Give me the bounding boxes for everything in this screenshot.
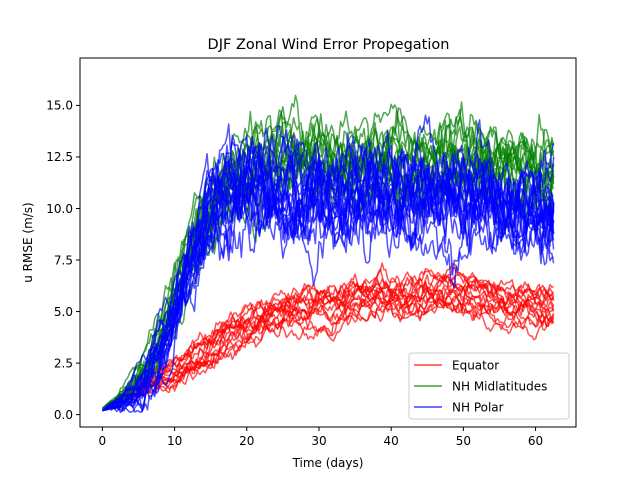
chart-title: DJF Zonal Wind Error Propegation: [208, 37, 450, 53]
y-tick-label: 10.0: [46, 202, 73, 216]
y-tick-label: 7.5: [54, 253, 73, 267]
y-axis: 0.0 2.5 5.0 7.5 10.0 12.5 15.0: [46, 99, 80, 422]
y-axis-label: u RMSE (m/s): [21, 202, 35, 282]
y-tick-label: 2.5: [54, 356, 73, 370]
series-line-equator: [102, 298, 555, 412]
x-tick-label: 40: [384, 434, 399, 448]
legend-label-nh-polar: NH Polar: [452, 401, 504, 415]
legend: Equator NH Midlatitudes NH Polar: [408, 352, 570, 420]
y-tick-label: 0.0: [54, 408, 73, 422]
x-tick-label: 10: [167, 434, 182, 448]
y-tick-label: 12.5: [46, 150, 73, 164]
series-line-equator: [102, 271, 555, 412]
x-tick-label: 50: [456, 434, 471, 448]
series-line-nh-polar: [101, 127, 555, 412]
x-tick-label: 60: [528, 434, 543, 448]
series-layer: [101, 94, 555, 414]
series-line-equator: [101, 268, 555, 412]
x-axis-label: Time (days): [292, 456, 364, 470]
legend-label-equator: Equator: [452, 359, 499, 373]
y-tick-label: 15.0: [46, 99, 73, 113]
series-line-nh-polar: [102, 150, 555, 412]
x-tick-label: 30: [311, 434, 326, 448]
series-line-nh-polar: [101, 114, 555, 412]
x-axis: 0 10 20 30 40 50 60: [99, 427, 543, 448]
legend-label-nh-midlatitudes: NH Midlatitudes: [452, 380, 547, 394]
x-tick-label: 20: [239, 434, 254, 448]
series-line-equator: [102, 284, 555, 412]
legend-box: [408, 352, 570, 420]
y-tick-label: 5.0: [54, 305, 73, 319]
plot-frame: [79, 57, 577, 428]
x-tick-label: 0: [99, 434, 107, 448]
series-line-equator: [102, 289, 555, 412]
